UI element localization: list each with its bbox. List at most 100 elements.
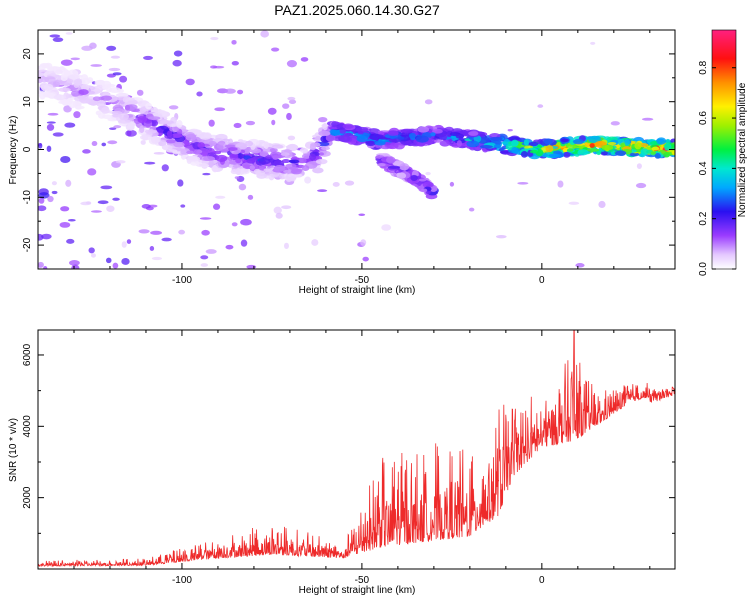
spectrogram-cell: [112, 197, 120, 201]
spectrogram-cell: [318, 117, 328, 123]
spectrogram-cell: [466, 140, 480, 148]
spectrogram-cell: [100, 185, 113, 190]
spectrogram-cell: [563, 151, 571, 158]
spectrogram-marks: [38, 30, 675, 269]
spectrogram-cell: [322, 122, 328, 131]
spectrogram-cell: [281, 149, 293, 153]
spectrogram-y-label: Frequency (Hz): [8, 116, 19, 185]
spectrogram-cell: [86, 77, 94, 84]
spectrogram-cell: [101, 142, 107, 147]
spectrogram-cell: [58, 100, 71, 105]
spectrogram-cell: [117, 119, 131, 124]
spectrogram-cell: [144, 129, 158, 134]
spectrogram-cell: [91, 253, 96, 258]
spectrogram-cell: [95, 110, 102, 116]
colorbar-ramp: [711, 29, 737, 270]
spectrogram-cell: [38, 233, 44, 241]
spectrogram-cell: [60, 155, 71, 164]
spectrogram-cell: [166, 130, 173, 138]
spectrogram-cell: [245, 146, 251, 152]
spectrogram-cell: [360, 239, 367, 247]
spectrogram-cell: [656, 137, 667, 145]
spectrogram-cell: [498, 148, 505, 152]
snr-series-line: [38, 330, 675, 568]
spectrogram-cell: [663, 152, 671, 158]
spectrogram-cell: [523, 139, 529, 146]
spectrogram-cell: [151, 136, 160, 144]
colorbar-label: Normalized spectral amplitude: [737, 82, 748, 217]
spectrogram-cell: [168, 105, 179, 110]
spectrogram-cell: [140, 134, 152, 141]
spectrogram-cell: [218, 140, 225, 146]
spectrogram-cell: [410, 174, 418, 182]
spectrogram-cell: [50, 72, 57, 76]
x-tick-label: 0: [539, 575, 545, 586]
spectrogram-cell: [41, 233, 52, 240]
colorbar-tick-label: 0.6: [698, 111, 709, 125]
snr-frame: [37, 329, 676, 570]
spectrogram-cell: [207, 148, 215, 154]
spectrogram-cell: [215, 154, 228, 162]
x-tick-label: -50: [355, 575, 370, 586]
spectrogram-cell: [455, 133, 465, 139]
spectrogram-cell: [301, 165, 310, 172]
spectrogram-cell: [193, 149, 201, 155]
spectrogram-cell: [614, 150, 627, 156]
spectrogram-cell: [153, 152, 165, 155]
spectrogram-cell: [225, 244, 234, 250]
spectrogram-cell: [507, 136, 521, 141]
spectrogram-cell: [180, 204, 186, 208]
spectrogram-cell: [196, 91, 203, 97]
spectrogram-cell: [588, 135, 601, 144]
colorbar-tick-label: 0.2: [698, 211, 709, 225]
spectrogram-cell: [601, 144, 614, 151]
spectrogram-cell: [629, 152, 640, 157]
spectrogram-cell: [358, 213, 366, 217]
spectrogram-cell: [139, 125, 145, 134]
spectrogram-cell: [47, 195, 54, 203]
spectrogram-cell: [234, 176, 240, 179]
spectrogram-cell: [42, 92, 56, 98]
spectrogram-cell: [80, 201, 92, 206]
spectrogram-cell: [238, 183, 247, 191]
spectrogram-cell: [283, 242, 289, 249]
spectrogram-cell: [140, 140, 146, 145]
spectrogram-cell: [47, 66, 54, 72]
spectrogram-cell: [590, 41, 596, 45]
spectrogram-cell: [215, 195, 226, 199]
snr-x-label: Height of straight line (km): [299, 585, 416, 596]
spectrogram-cell: [126, 239, 132, 244]
spectrogram-cell: [317, 189, 328, 193]
y-tick-label: 0: [22, 146, 33, 152]
spectrogram-cell: [49, 34, 61, 38]
spectrogram-cell: [97, 200, 109, 205]
spectrogram-cell: [381, 224, 392, 231]
spectrogram-cell: [38, 261, 44, 268]
spectrogram-cell: [247, 194, 254, 200]
spectrogram-cell: [258, 157, 271, 165]
spectrogram-cell: [200, 263, 209, 267]
spectrogram-cell: [38, 90, 45, 95]
spectrogram-cell: [568, 201, 580, 205]
x-tick-label: -100: [172, 575, 192, 586]
spectrogram-cell: [543, 138, 553, 145]
snr-background: [38, 330, 675, 569]
spectrogram-cell: [315, 158, 328, 165]
spectrogram-cell: [446, 130, 452, 138]
spectrogram-cell: [271, 119, 276, 126]
spectrogram-cell: [73, 79, 83, 86]
spectrogram-cell: [172, 59, 182, 67]
spectrogram-cell: [275, 212, 283, 219]
spectrogram-cell: [40, 63, 50, 69]
colorbar-ticks: 0.0 0.2 0.4 0.6 0.8: [698, 60, 736, 276]
spectrogram-cell: [287, 135, 296, 141]
spectrogram-cell: [185, 78, 195, 86]
spectrogram-cell: [339, 129, 347, 134]
spectrogram-cell: [53, 94, 67, 101]
spectrogram-cell: [240, 239, 248, 247]
y-tick-label: 2000: [22, 486, 33, 509]
spectrogram-cell: [121, 258, 130, 265]
spectrogram-cell: [46, 123, 55, 131]
spectrogram-cell: [589, 143, 595, 148]
spectrogram-cell: [121, 241, 127, 248]
